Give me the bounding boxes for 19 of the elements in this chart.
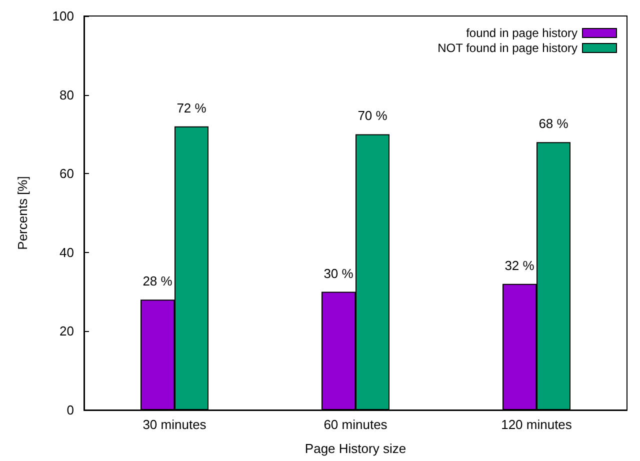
y-axis-title: Percents [%]: [15, 176, 30, 250]
y-tick-label: 0: [66, 402, 74, 418]
y-tick-label: 40: [60, 244, 74, 260]
data-label: 30 %: [324, 266, 354, 281]
y-tick-label: 80: [60, 87, 74, 102]
data-label: 72 %: [176, 100, 207, 116]
y-tick-label: 20: [60, 324, 74, 339]
data-label: 68 %: [538, 116, 569, 132]
x-tick-label: 60 minutes: [324, 417, 388, 432]
data-label: 28 %: [142, 274, 173, 289]
data-label: 32 %: [504, 258, 535, 273]
y-tick-label: 60: [60, 166, 74, 182]
data-label: 70 %: [358, 108, 388, 124]
legend-label: NOT found in page history: [438, 41, 578, 55]
x-tick-label: 30 minutes: [142, 417, 207, 432]
y-tick-label: 100: [52, 8, 74, 24]
legend-label: found in page history: [466, 26, 578, 40]
x-tick-label: 120 minutes: [501, 417, 572, 432]
x-axis-title: Page History size: [304, 441, 406, 456]
